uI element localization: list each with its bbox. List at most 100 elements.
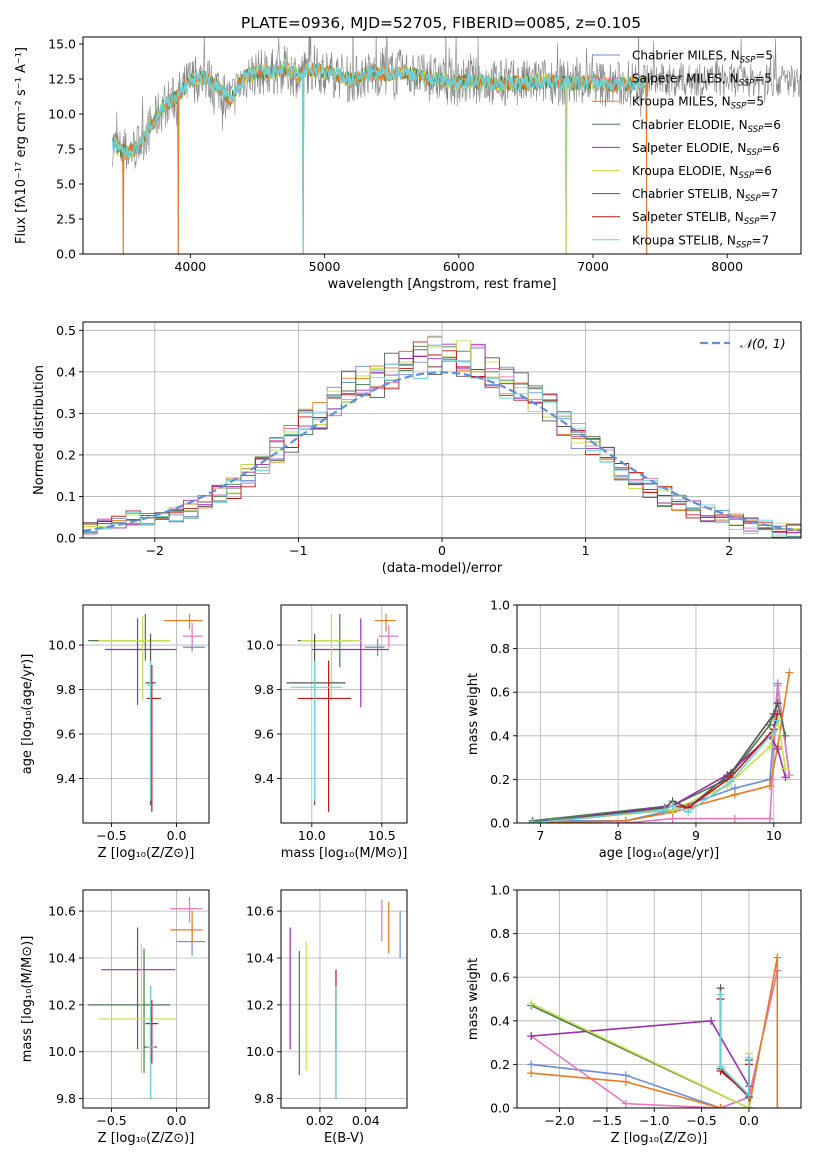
- y-tick-label: 0.4: [56, 364, 76, 379]
- y-tick-label: 7.5: [56, 142, 76, 157]
- plot-area: [83, 335, 801, 538]
- mass-weight-point: [773, 953, 782, 962]
- y-tick-label: 9.8: [56, 1091, 76, 1106]
- mass-weight-point: [773, 681, 782, 690]
- axes-frame: [82, 604, 210, 824]
- y-tick-label: 1.0: [490, 598, 510, 613]
- y-tick-label: 0.5: [56, 323, 76, 338]
- mass-weight-point: [716, 1062, 725, 1071]
- age-vs-metallicity-panel: −0.5 0.0 9.4 9.6 9.8 10.0 Z [log₁₀(Z/Z⊙)] age […: [20, 604, 210, 861]
- y-tick-label: 0.0: [56, 247, 76, 262]
- mass-weight-point: [621, 1099, 630, 1108]
- legend-entry: Salpeter ELODIE, NSSP=6: [632, 141, 780, 158]
- y-tick-label: 10.0: [48, 638, 76, 653]
- y-tick-label: 1.0: [490, 883, 510, 898]
- y-axis-label: mass [log₁₀(M/M⊙)]: [20, 936, 35, 1063]
- mass-weight-point: [668, 801, 677, 810]
- y-tick-label: 0.8: [490, 926, 510, 941]
- histogram-step: [83, 349, 801, 537]
- y-tick-label: 10.4: [246, 950, 274, 965]
- mass-weight-point: [707, 1016, 716, 1025]
- x-tick-label: 4000: [174, 259, 206, 274]
- mass-weight-point: [765, 814, 774, 823]
- x-tick-label: 2: [725, 543, 733, 558]
- x-tick-label: 1: [582, 543, 590, 558]
- legend-entry: Salpeter STELIB, NSSP=7: [632, 210, 777, 227]
- x-tick-label: 0.0: [739, 1113, 759, 1128]
- x-axis-label: wavelength [Angstrom, rest frame]: [328, 277, 557, 292]
- plot-area: [527, 953, 782, 1108]
- mass-weight-point: [527, 1060, 536, 1069]
- mass-weight-point: [773, 716, 782, 725]
- y-tick-label: 0.4: [490, 1013, 510, 1028]
- legend-entry: Chabrier ELODIE, NSSP=6: [632, 118, 781, 135]
- mass-weight-point: [781, 731, 790, 740]
- x-tick-label: −0.5: [686, 1113, 716, 1128]
- axes-frame: [280, 889, 408, 1109]
- mass-weight-point: [773, 1104, 782, 1108]
- mass-weight-point: [765, 720, 774, 729]
- x-tick-label: −2.0: [544, 1113, 574, 1128]
- axes-frame: [82, 36, 802, 255]
- y-tick-label: 9.6: [254, 727, 274, 742]
- x-tick-label: 0.02: [306, 1113, 334, 1128]
- mass-weight-series-line: [531, 957, 779, 1108]
- legend-entry: Kroupa ELODIE, NSSP=6: [632, 164, 772, 181]
- normal-distribution-curve: [83, 371, 801, 532]
- mass-weight-point: [726, 777, 735, 786]
- mass-weight-point: [769, 727, 778, 736]
- y-tick-label: 9.6: [56, 727, 76, 742]
- y-tick-label: 0.2: [490, 772, 510, 787]
- y-tick-label: 10.0: [48, 107, 76, 122]
- mass-weight-point: [528, 819, 537, 823]
- model-spectrum-line: [111, 60, 648, 254]
- x-tick-label: 0.04: [352, 1113, 380, 1128]
- y-tick-label: 9.8: [254, 1091, 274, 1106]
- y-tick-label: 0.8: [490, 641, 510, 656]
- mass-vs-metallicity-panel: −0.5 0.0 9.8 10.0 10.2 10.4 10.6 Z [log₁₀(Z/Z⊙)…: [20, 889, 210, 1146]
- mass-weight-point: [716, 990, 725, 999]
- plot-area: [528, 668, 794, 823]
- mass-weight-point: [621, 816, 630, 823]
- y-tick-label: 2.5: [56, 212, 76, 227]
- plot-area: [88, 613, 206, 812]
- y-tick-label: 9.4: [254, 771, 274, 786]
- mass-weight-point: [773, 699, 782, 708]
- mass-weight-point: [765, 742, 774, 751]
- plot-area: [286, 613, 399, 812]
- mass-weight-point: [730, 790, 739, 799]
- x-axis-label: Z [log₁₀(Z/Z⊙)]: [98, 846, 195, 861]
- mass-weight-point: [744, 1104, 753, 1108]
- y-tick-label: 5.0: [56, 177, 76, 192]
- y-tick-label: 0.2: [56, 447, 76, 462]
- mass-weight-point: [781, 764, 790, 773]
- mass-weight-point: [785, 668, 794, 677]
- mass-weight-point: [621, 1077, 630, 1086]
- plot-area: [88, 897, 206, 1099]
- y-axis-label: Normed distribution: [32, 365, 47, 495]
- x-tick-label: −1.0: [639, 1113, 669, 1128]
- x-tick-label: 0.0: [167, 828, 187, 843]
- x-tick-label: 6000: [443, 259, 475, 274]
- x-axis-label: E(B-V): [324, 1131, 364, 1146]
- plot-area: [111, 37, 801, 254]
- legend-entry: Chabrier STELIB, NSSP=7: [632, 187, 778, 204]
- mass-weight-point: [660, 805, 669, 814]
- x-tick-label: −2: [146, 543, 164, 558]
- mass-weight-point: [527, 1032, 536, 1041]
- legend-entry: Chabrier MILES, NSSP=5: [632, 49, 773, 66]
- x-tick-label: −0.5: [96, 828, 126, 843]
- histogram-step: [83, 335, 801, 538]
- x-axis-label: (data-model)/error: [382, 561, 503, 576]
- y-tick-label: 10.0: [48, 1044, 76, 1059]
- x-tick-label: 10.5: [368, 828, 396, 843]
- legend-entry: Salpeter MILES, NSSP=5: [632, 72, 772, 89]
- axes-frame: [82, 889, 210, 1109]
- mass-weight-point: [744, 1090, 753, 1099]
- y-tick-label: 0.0: [490, 1101, 510, 1116]
- y-axis-label: mass weight: [466, 958, 481, 1040]
- mass-weight-point: [527, 999, 536, 1008]
- spectrum-panel: 4000 5000 6000 7000 8000 0.0 2.5 5.0 7.5 10.0 12.5…: [14, 36, 802, 292]
- x-tick-label: 7000: [577, 259, 609, 274]
- age-vs-mass-panel: 10.0 10.5 9.4 9.6 9.8 10.0 mass [log₁₀(M/M⊙)]: [246, 604, 408, 861]
